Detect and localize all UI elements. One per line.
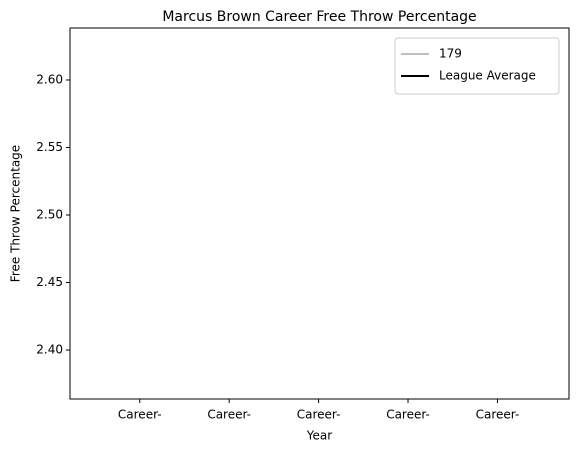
x-tick-label: Career- [297, 408, 341, 422]
y-tick-label: 2.45 [36, 275, 63, 289]
x-tick-label: Career- [386, 408, 430, 422]
x-axis-label: Year [306, 429, 332, 443]
legend-box [394, 37, 560, 95]
y-axis-label: Free Throw Percentage [9, 145, 23, 282]
x-tick-label: Career- [118, 408, 162, 422]
y-tick-label: 2.60 [36, 72, 63, 86]
x-tick-label: Career- [476, 408, 520, 422]
chart-title: Marcus Brown Career Free Throw Percentag… [162, 9, 476, 25]
legend-label: League Average [439, 69, 536, 83]
x-tick-label: Career- [207, 408, 251, 422]
y-tick-label: 2.50 [36, 207, 63, 221]
legend-label: 179 [439, 47, 462, 61]
y-tick-label: 2.40 [36, 342, 63, 356]
plot-frame [69, 27, 570, 400]
y-tick-label: 2.55 [36, 140, 63, 154]
